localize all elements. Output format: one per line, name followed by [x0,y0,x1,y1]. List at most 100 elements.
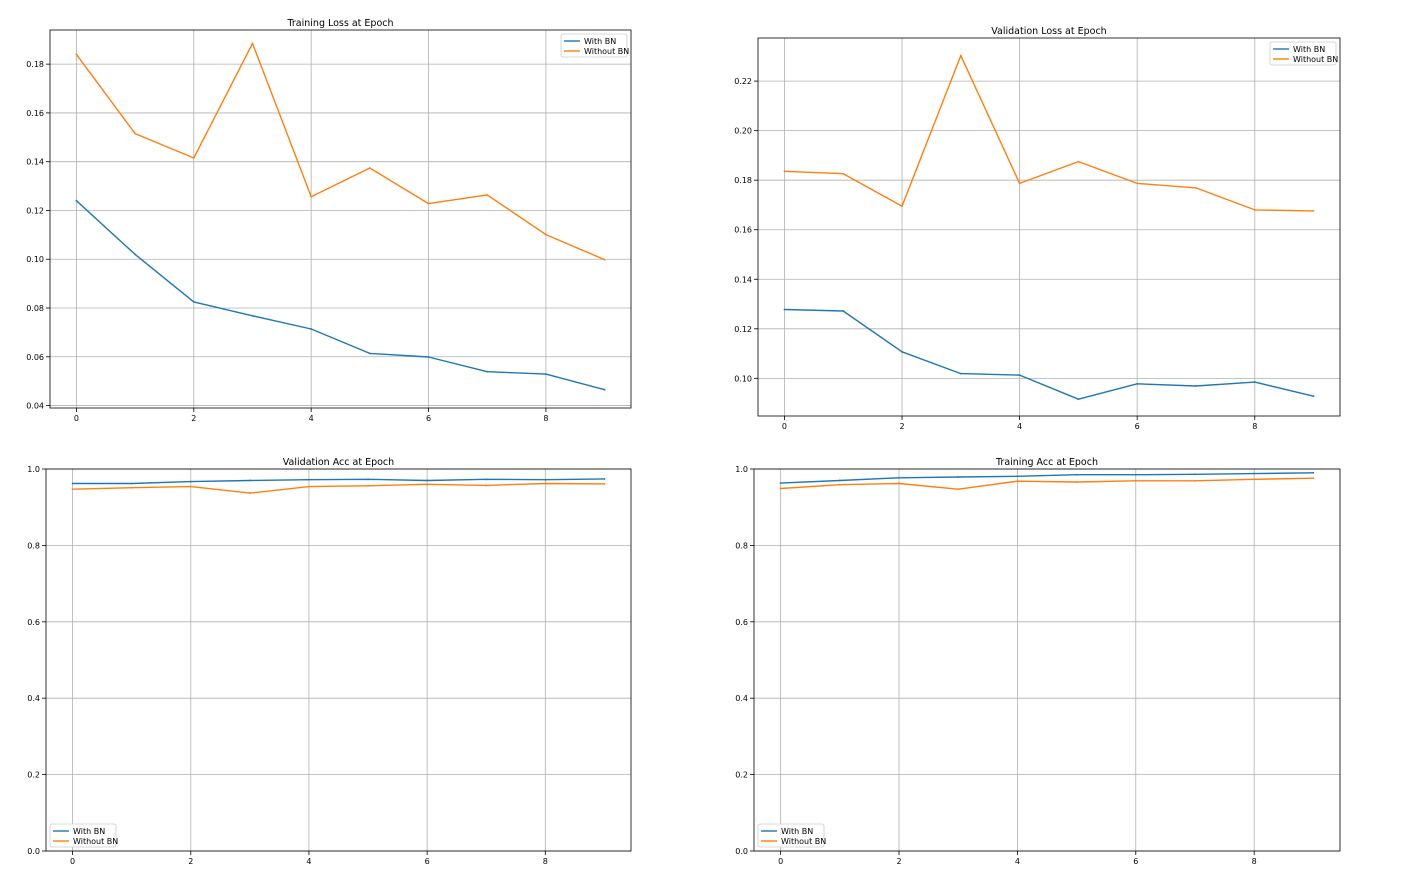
data-point [130,482,133,485]
data-point [1134,479,1137,482]
legend-label: Without BN [73,837,118,846]
chart-title: Training Loss at Epoch [286,18,393,29]
data-point [368,167,371,169]
data-point [544,482,547,485]
x-tick-label: 0 [782,422,787,431]
x-tick-label: 2 [188,857,193,866]
x-tick-label: 2 [896,857,901,866]
series-line-with-bn [784,308,1314,400]
data-point [251,314,254,317]
y-tick-label: 0.12 [26,206,44,215]
data-point [957,476,960,478]
y-tick-label: 1.0 [27,465,40,474]
data-point [251,42,254,45]
data-point [544,478,547,481]
y-tick-label: 0.6 [27,618,40,627]
y-tick-label: 0.0 [27,847,40,856]
data-point [898,476,900,479]
data-point [367,484,369,487]
x-tick-label: 8 [543,857,548,866]
axes-frame [753,468,1341,852]
data-point [368,352,371,355]
data-point [189,480,192,483]
data-point [485,484,488,487]
data-point [310,328,313,330]
y-tick-label: 0.22 [734,77,752,86]
legend-label: Without BN [781,837,826,846]
y-tick-label: 0.16 [26,109,44,118]
x-tick-label: 4 [1017,422,1022,431]
y-tick-label: 0.4 [735,694,748,703]
x-tick-label: 0 [778,857,783,866]
y-tick-label: 1.0 [735,465,748,474]
data-point [842,310,845,312]
data-point [426,479,429,482]
x-tick-label: 8 [1252,422,1257,431]
x-tick-label: 2 [899,422,904,431]
y-tick-label: 0.0 [735,847,748,856]
data-point [603,482,606,485]
y-tick-label: 0.06 [26,353,44,362]
y-tick-label: 0.18 [26,60,44,69]
data-point [1312,209,1315,212]
legend-label: With BN [1293,45,1325,54]
data-point [779,487,782,490]
legend-label: With BN [584,37,616,46]
data-point [1253,381,1256,383]
data-point [1016,475,1019,478]
x-tick-label: 6 [1135,422,1140,431]
y-tick-label: 0.8 [27,541,40,550]
data-point [842,172,845,175]
x-tick-label: 0 [74,414,79,423]
y-tick-label: 0.14 [26,158,44,167]
data-point [545,233,547,236]
y-tick-label: 0.2 [735,771,748,780]
data-point [957,488,960,491]
data-point [75,199,78,202]
data-point [248,479,251,482]
chart-title: Training Acc at Epoch [995,457,1098,468]
series-line-with-bn [72,478,605,485]
y-tick-label: 0.6 [735,618,748,627]
data-point [779,482,782,485]
subplot-2: 0 2 4 6 8 0.10 0.12 0.14 0.16 0.18 0.20 0.22 Validat… [734,26,1341,431]
subplot-3: 0 2 4 6 8 0.0 0.2 0.4 0.6 0.8 1.0 Validation Acc at… [27,457,632,866]
y-tick-label: 0.16 [734,226,752,235]
x-tick-label: 4 [1015,857,1020,866]
data-point [189,485,192,488]
x-tick-label: 4 [306,857,311,866]
data-point [783,308,786,311]
data-point [1136,182,1139,185]
data-point [901,350,903,353]
data-point [1312,477,1315,480]
data-point [959,54,962,57]
y-tick-label: 0.12 [734,325,752,334]
y-tick-label: 0.04 [26,402,44,411]
x-tick-label: 0 [70,857,75,866]
data-point [1253,472,1256,475]
data-point [1018,182,1021,185]
data-point [1077,398,1080,401]
data-point [1075,473,1078,476]
data-point [838,479,841,482]
x-tick-label: 4 [309,414,314,423]
legend-label: With BN [73,827,105,836]
series-line-without-bn [780,477,1314,490]
data-point [1195,385,1197,387]
subplot-4: 0 2 4 6 8 0.0 0.2 0.4 0.6 0.8 1.0 Training Acc at E… [735,457,1341,866]
data-point [603,388,606,391]
axes-frame [757,37,1341,417]
data-point [1134,473,1137,476]
data-point [1016,480,1019,483]
data-point [1136,382,1139,385]
y-tick-label: 0.4 [27,694,40,703]
data-point [545,373,547,376]
series-line-with-bn [780,472,1314,484]
data-point [308,478,310,481]
chart-title: Validation Loss at Epoch [991,26,1106,37]
legend-label: With BN [781,827,813,836]
data-point [134,132,136,135]
